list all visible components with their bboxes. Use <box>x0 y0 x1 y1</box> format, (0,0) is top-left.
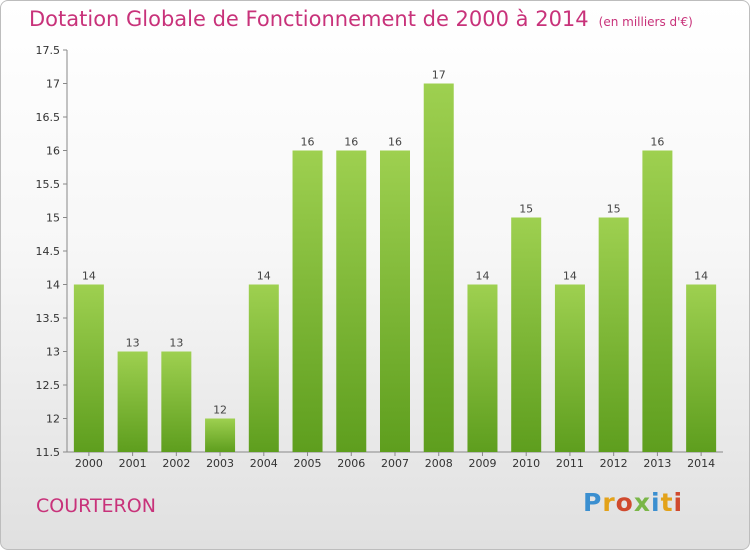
bar <box>467 284 498 452</box>
x-tick-label: 2009 <box>468 457 496 470</box>
logo-letter: t <box>660 488 674 517</box>
bar-value-label: 13 <box>169 337 183 350</box>
bar <box>511 217 542 452</box>
y-tick-label: 14.5 <box>36 245 61 258</box>
y-tick-label: 14 <box>46 279 60 292</box>
bar <box>380 150 410 452</box>
logo-letter: o <box>615 488 634 517</box>
bar-value-label: 13 <box>126 337 140 350</box>
bar-value-label: 15 <box>519 203 533 216</box>
y-tick-label: 13 <box>46 346 60 359</box>
bar-value-label: 16 <box>301 136 315 149</box>
x-tick-label: 2004 <box>250 457 278 470</box>
x-tick-label: 2007 <box>381 457 409 470</box>
proxiti-logo[interactable]: Proxiti <box>583 488 683 517</box>
y-tick-label: 16 <box>46 145 60 158</box>
x-tick-label: 2006 <box>337 457 365 470</box>
bar-value-label: 14 <box>257 270 271 283</box>
bar-value-label: 16 <box>388 136 402 149</box>
bar <box>248 284 279 452</box>
bar-value-label: 14 <box>82 270 96 283</box>
logo-letter: r <box>602 488 616 517</box>
bar-value-label: 16 <box>344 136 358 149</box>
logo-letter: P <box>583 488 603 517</box>
x-tick-label: 2012 <box>600 457 628 470</box>
bar-value-label: 14 <box>563 270 577 283</box>
x-tick-label: 2011 <box>556 457 584 470</box>
logo-letter: i <box>651 488 661 517</box>
commune-name: COURTERON <box>36 495 156 517</box>
y-tick-label: 15 <box>46 212 60 225</box>
x-tick-label: 2002 <box>162 457 190 470</box>
x-tick-label: 2005 <box>294 457 322 470</box>
bar <box>117 351 148 452</box>
bar <box>554 284 585 452</box>
x-tick-label: 2013 <box>643 457 671 470</box>
x-tick-label: 2003 <box>206 457 234 470</box>
bar-value-label: 15 <box>607 203 621 216</box>
bar <box>292 150 323 452</box>
y-tick-label: 16.5 <box>36 111 61 124</box>
chart-title: Dotation Globale de Fonctionnement de 20… <box>29 7 693 31</box>
bar-value-label: 12 <box>213 404 227 417</box>
x-tick-label: 2014 <box>687 457 715 470</box>
bar <box>205 418 236 452</box>
logo-letter: i <box>673 488 684 517</box>
bar <box>598 217 629 452</box>
bar <box>73 284 104 452</box>
bar-value-label: 16 <box>650 136 664 149</box>
y-tick-label: 12.5 <box>36 379 61 392</box>
chart-title-text: Dotation Globale de Fonctionnement de 20… <box>29 7 589 31</box>
bar <box>642 150 673 452</box>
y-tick-label: 15.5 <box>36 178 61 191</box>
x-tick-label: 2008 <box>425 457 453 470</box>
bar <box>686 284 717 452</box>
y-tick-label: 17.5 <box>36 44 61 57</box>
bar <box>161 351 192 452</box>
x-tick-label: 2001 <box>119 457 147 470</box>
y-tick-label: 13.5 <box>36 312 61 325</box>
x-tick-label: 2010 <box>512 457 540 470</box>
y-tick-label: 17 <box>46 78 60 91</box>
logo-letter: x <box>633 488 651 517</box>
bar-value-label: 14 <box>475 270 489 283</box>
y-tick-label: 11.5 <box>36 446 61 459</box>
chart-subtitle: (en milliers d'€) <box>598 15 693 29</box>
bar-value-label: 14 <box>694 270 708 283</box>
y-tick-label: 12 <box>46 413 60 426</box>
bar <box>336 150 367 452</box>
bar-value-label: 17 <box>432 69 446 82</box>
bar <box>423 83 454 452</box>
x-tick-label: 2000 <box>75 457 103 470</box>
